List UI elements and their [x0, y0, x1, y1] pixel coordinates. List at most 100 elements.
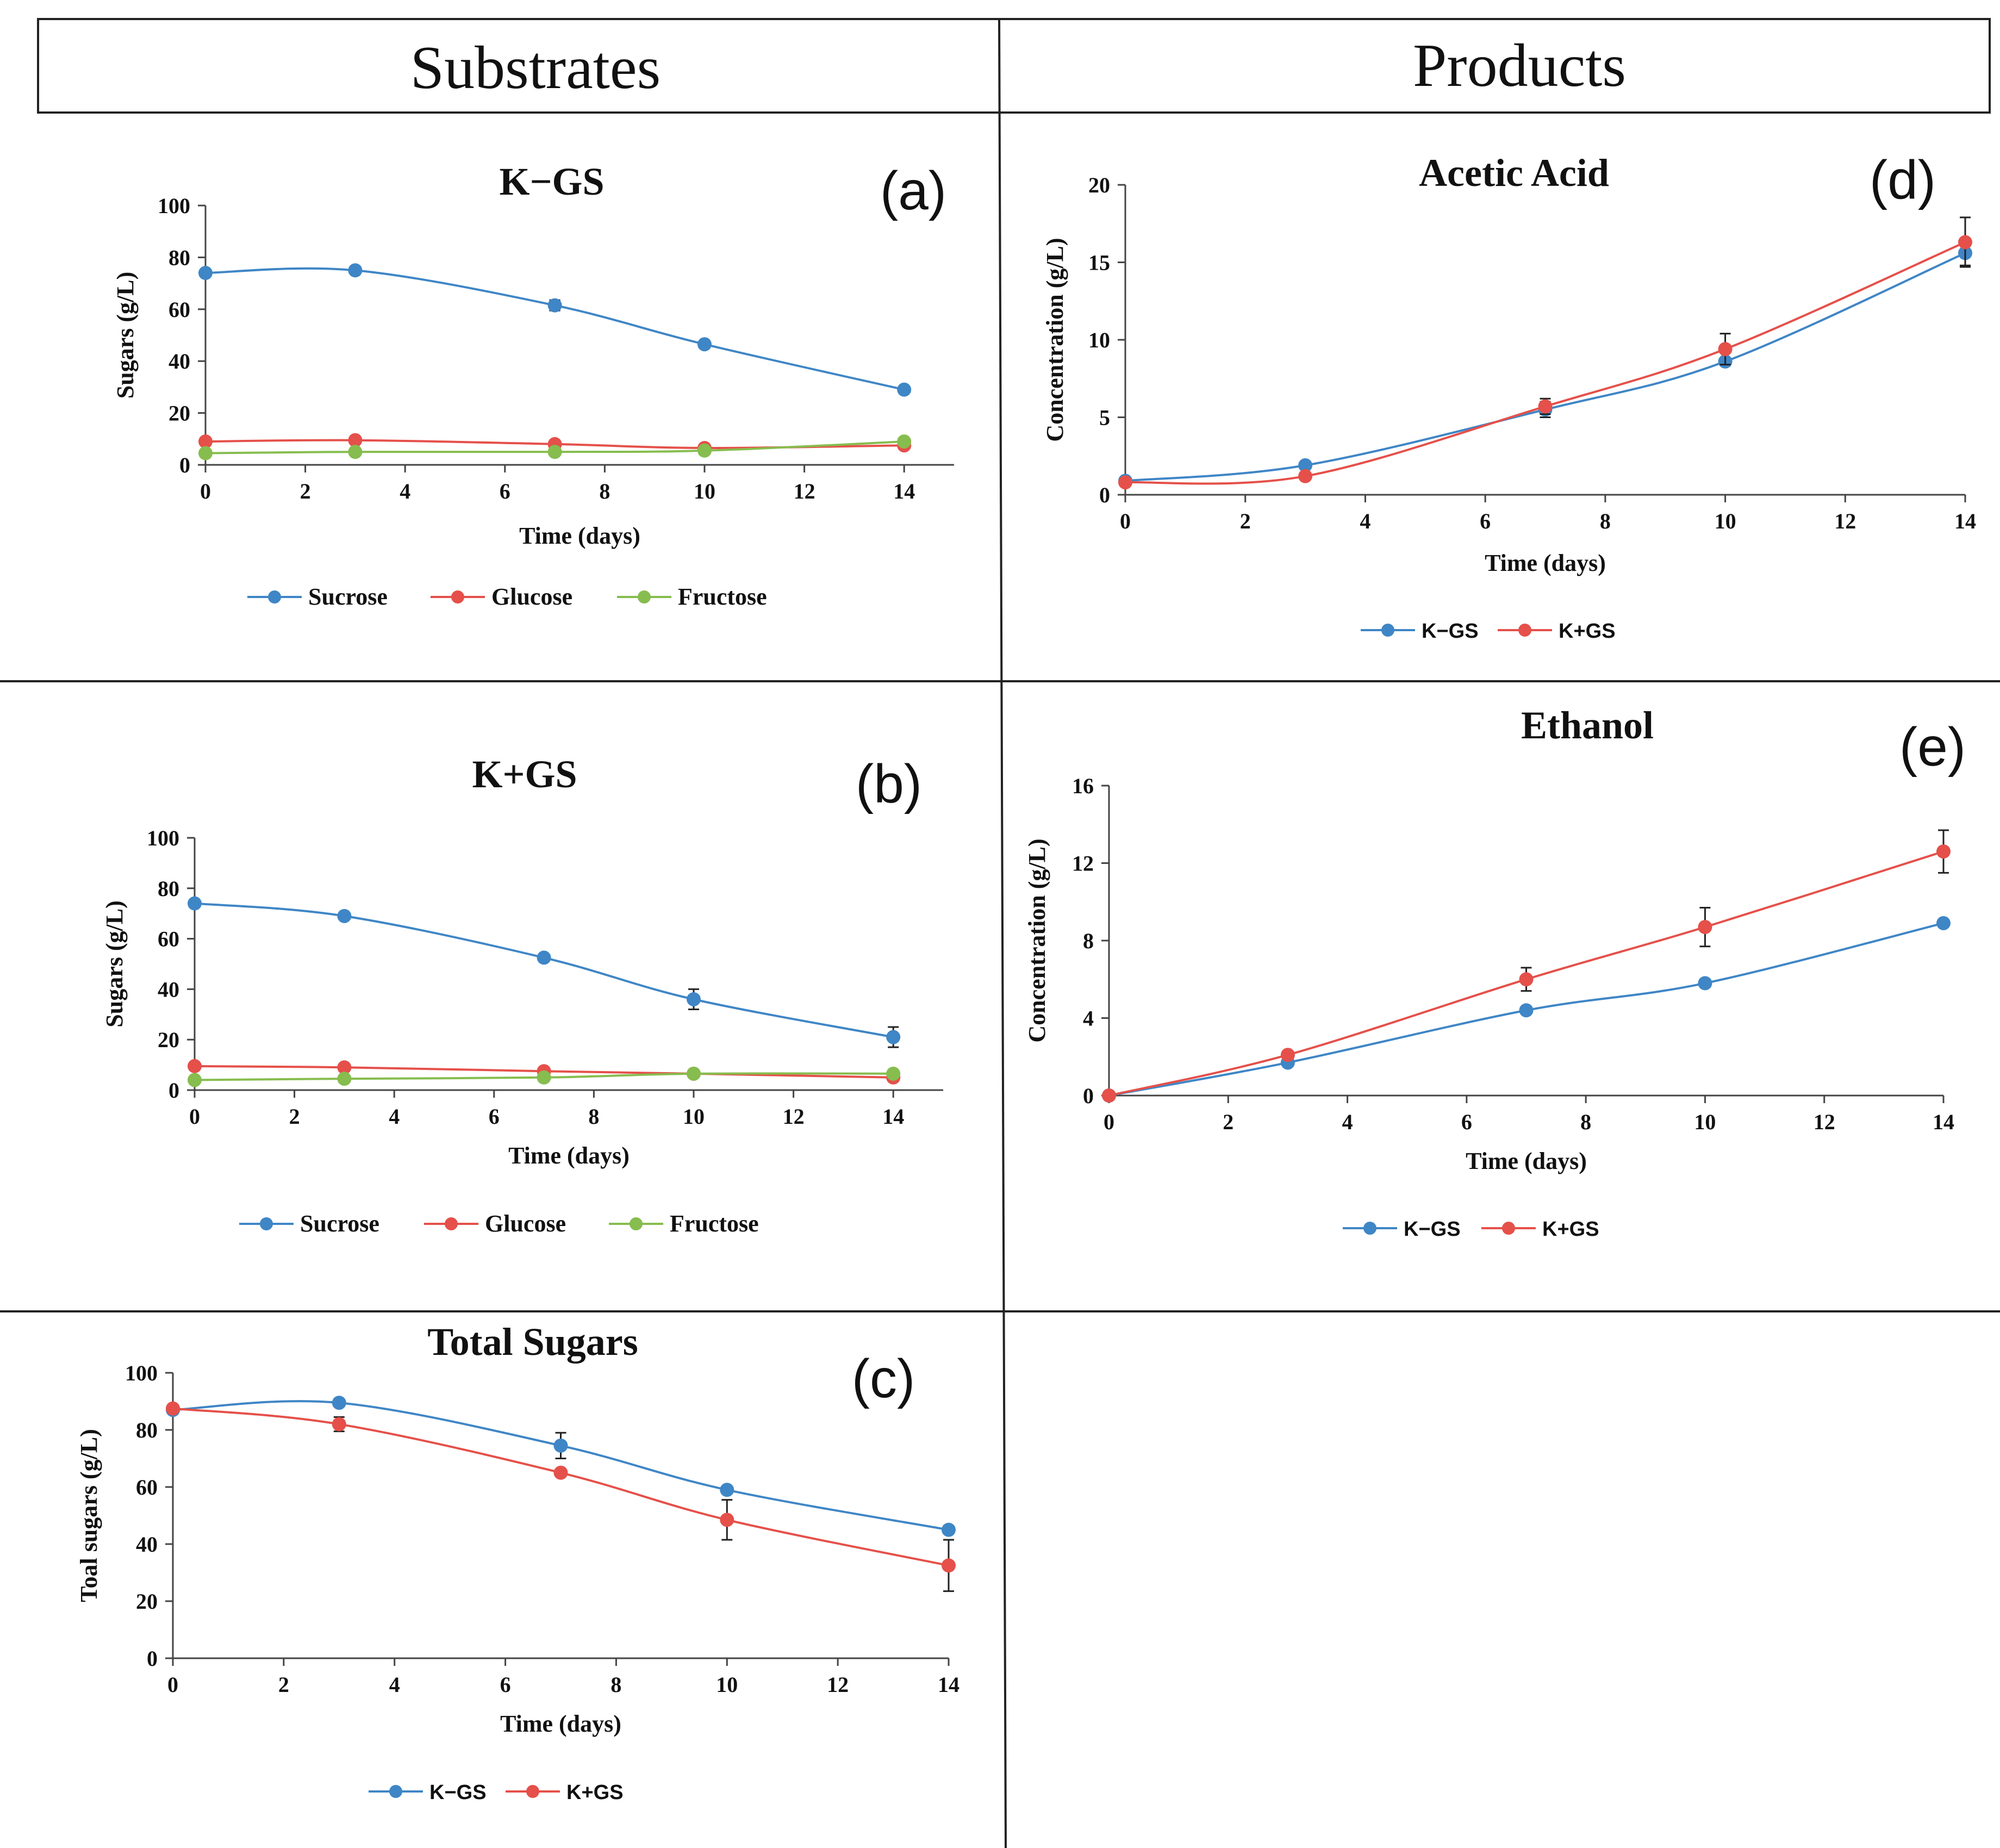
- data-point: [942, 1522, 956, 1537]
- y-tick-label: 0: [179, 453, 190, 477]
- y-axis-label: Concentration (g/L): [1024, 838, 1050, 1042]
- chart-panel-e: Ethanol (e) 0 2 4 6 8 10 12 14 0 4 8 12 16 Time (days) C…: [1024, 704, 1966, 1241]
- data-point: [348, 433, 363, 447]
- x-tick-label: 12: [1814, 1110, 1835, 1134]
- x-tick-label: 4: [389, 1104, 400, 1129]
- x-tick-label: 6: [500, 1672, 511, 1697]
- legend-label: K−GS: [429, 1781, 487, 1804]
- series-fructose: [188, 1066, 901, 1087]
- x-tick-label: 8: [1580, 1110, 1591, 1134]
- legend-label: Sucrose: [300, 1210, 379, 1237]
- x-tick-label: 4: [389, 1672, 400, 1697]
- data-point: [1538, 399, 1553, 414]
- series-line: [1125, 252, 1966, 482]
- data-point: [332, 1417, 346, 1432]
- y-tick-label: 40: [158, 977, 179, 1001]
- x-tick-label: 10: [683, 1104, 705, 1129]
- data-point: [697, 443, 712, 458]
- data-point: [332, 1396, 346, 1410]
- x-tick-label: 8: [1600, 509, 1611, 533]
- series-k+gs: [1102, 829, 1951, 1103]
- panel-label: (e): [1899, 717, 1966, 777]
- chart-panel-a: K−GS (a) 0 2 4 6 8 10 12 14 0 20 40 60 80 100 Time (days…: [112, 160, 954, 610]
- header-box: [37, 18, 1991, 114]
- x-tick-label: 10: [1715, 509, 1736, 533]
- x-axis-label: Time (days): [1466, 1148, 1587, 1174]
- legend-marker: [260, 1217, 273, 1230]
- y-tick-label: 4: [1083, 1006, 1094, 1031]
- x-tick-label: 12: [827, 1672, 849, 1697]
- legend-marker: [451, 590, 464, 603]
- data-point: [1698, 976, 1712, 991]
- y-tick-label: 12: [1072, 851, 1094, 876]
- legend-marker: [268, 590, 281, 603]
- data-point: [537, 950, 551, 965]
- legend-marker: [1363, 1222, 1376, 1235]
- y-tick-label: 40: [169, 349, 190, 374]
- series-sucrose: [188, 896, 901, 1048]
- legend-label: K+GS: [1542, 1218, 1599, 1241]
- series-fructose: [198, 434, 912, 461]
- x-tick-label: 10: [694, 479, 715, 503]
- data-point: [1102, 1088, 1116, 1103]
- legend-entry: Sucrose: [239, 1210, 379, 1237]
- data-point: [188, 1073, 202, 1087]
- legend-marker: [1502, 1222, 1515, 1235]
- data-point: [687, 1066, 701, 1081]
- x-axis-label: Time (days): [1485, 550, 1606, 576]
- y-axis-label: Concentration (g/L): [1042, 238, 1068, 441]
- legend-entry: Glucose: [431, 583, 572, 610]
- legend-marker: [445, 1217, 458, 1230]
- data-point: [897, 434, 912, 449]
- data-point: [886, 1030, 901, 1044]
- legend-label: K+GS: [1559, 620, 1616, 643]
- x-tick-label: 8: [599, 479, 610, 503]
- x-tick-label: 0: [167, 1672, 178, 1697]
- data-point: [198, 266, 213, 281]
- data-point: [1118, 475, 1132, 490]
- y-tick-label: 16: [1072, 774, 1094, 798]
- legend-marker: [630, 1217, 643, 1230]
- x-tick-label: 2: [1240, 509, 1251, 533]
- x-tick-label: 10: [1694, 1110, 1716, 1134]
- panel-label: (a): [880, 160, 946, 221]
- y-tick-label: 60: [169, 297, 190, 322]
- series-k-gs: [1102, 916, 1951, 1103]
- y-tick-label: 0: [147, 1646, 158, 1671]
- y-tick-label: 20: [169, 401, 190, 426]
- series-line: [194, 902, 894, 1038]
- data-point: [1718, 342, 1733, 357]
- data-point: [1298, 469, 1313, 483]
- x-tick-label: 0: [200, 479, 211, 503]
- data-point: [348, 445, 363, 459]
- legend-marker: [1518, 624, 1531, 637]
- x-tick-label: 14: [1933, 1110, 1954, 1134]
- y-tick-label: 10: [1088, 328, 1110, 352]
- x-axis-label: Time (days): [508, 1142, 630, 1169]
- data-point: [942, 1558, 956, 1573]
- y-axis-label: Sugars (g/L): [101, 900, 128, 1027]
- data-point: [1298, 458, 1313, 472]
- legend-marker: [1381, 624, 1394, 637]
- x-axis-label: Time (days): [519, 522, 640, 549]
- x-tick-label: 6: [1461, 1110, 1472, 1134]
- series-line: [172, 1400, 949, 1531]
- x-tick-label: 4: [1360, 509, 1370, 533]
- data-point: [1519, 972, 1534, 987]
- data-point: [1280, 1048, 1295, 1062]
- x-tick-label: 12: [794, 479, 815, 503]
- legend-entry: Sucrose: [247, 583, 388, 610]
- legend-marker: [389, 1785, 402, 1798]
- y-tick-label: 60: [158, 927, 179, 951]
- chart-title: Ethanol: [1521, 704, 1654, 747]
- y-tick-label: 100: [147, 826, 179, 850]
- data-point: [337, 909, 352, 923]
- data-point: [687, 992, 701, 1006]
- x-tick-label: 0: [189, 1104, 200, 1129]
- data-point: [897, 382, 912, 397]
- legend-entry: K−GS: [1343, 1218, 1461, 1241]
- data-point: [337, 1072, 352, 1086]
- chart-panel-b: K+GS (b) 0 2 4 6 8 10 12 14 0 20 40 60 80 100 Time (days…: [101, 752, 943, 1237]
- legend-label: K−GS: [1422, 620, 1479, 643]
- y-tick-label: 80: [158, 876, 179, 901]
